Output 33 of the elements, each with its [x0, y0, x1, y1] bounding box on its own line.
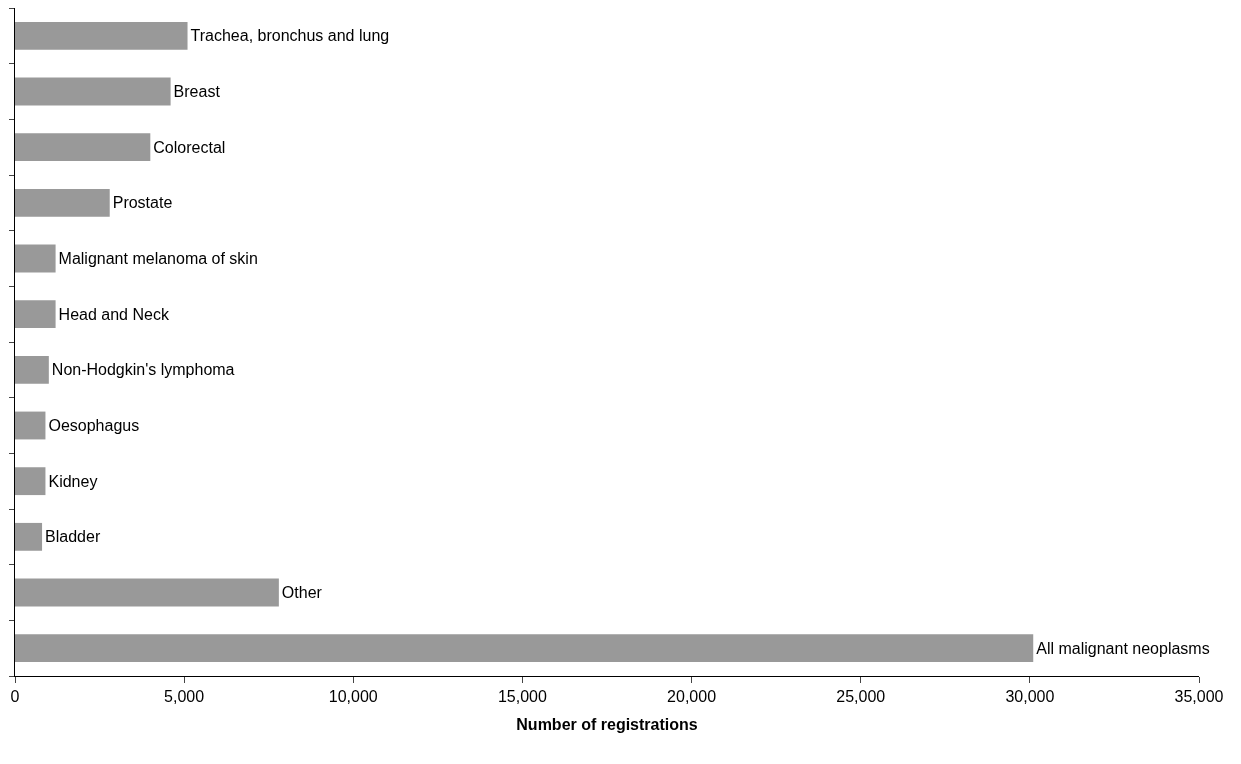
x-tick-label: 0 [10, 688, 20, 706]
x-tick-label: 35,000 [1174, 688, 1224, 706]
y-tick-label: Breast [173, 83, 221, 100]
y-tick-label: Prostate [112, 194, 173, 212]
y-tick-label: Kidney [48, 472, 98, 490]
y-tick-label: Non-Hodgkin's lymphoma [51, 361, 235, 379]
y-tick-label: Head and Neck [58, 305, 170, 323]
bar [15, 522, 43, 551]
bar [15, 21, 188, 50]
x-tick-label: 10,000 [328, 688, 378, 706]
bar [15, 411, 46, 440]
bar [15, 467, 46, 496]
bar [15, 77, 171, 106]
bar [15, 244, 56, 273]
bar [15, 133, 151, 162]
x-tick-label: 20,000 [667, 688, 717, 706]
y-tick-label: Trachea, bronchus and lung [190, 27, 390, 45]
y-tick-label: Malignant melanoma of skin [58, 250, 258, 267]
x-tick-label: 5,000 [164, 688, 205, 706]
x-tick-label: 30,000 [1005, 688, 1055, 706]
y-tick-label: Colorectal [153, 138, 226, 156]
x-tick-label: 15,000 [497, 688, 547, 706]
bar [15, 188, 110, 217]
y-tick-label: Bladder [45, 528, 101, 546]
y-tick-label: Other [281, 584, 323, 601]
y-tick-label: All malignant neoplasms [1036, 639, 1210, 657]
bar [15, 300, 56, 329]
y-tick-label: Oesophagus [48, 417, 140, 434]
bar [15, 578, 279, 607]
x-tick-label: 25,000 [836, 688, 886, 706]
bar [15, 634, 1034, 663]
x-axis-title: Number of registrations [516, 715, 698, 733]
bar [15, 355, 49, 384]
